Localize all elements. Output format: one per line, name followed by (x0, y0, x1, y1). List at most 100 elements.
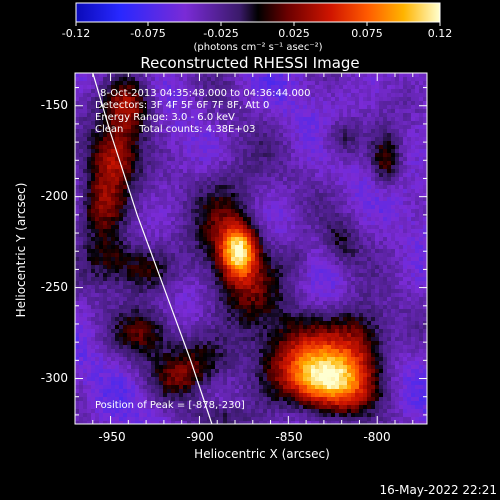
heatmap-cell (195, 81, 200, 86)
heatmap-cell (99, 197, 104, 202)
heatmap-cell (407, 277, 412, 282)
heatmap-cell (187, 73, 192, 78)
heatmap-cell (419, 137, 424, 142)
heatmap-cell (83, 241, 88, 246)
heatmap-cell (275, 105, 280, 110)
heatmap-cell (295, 177, 300, 182)
heatmap-cell (87, 285, 92, 290)
heatmap-cell (419, 213, 424, 218)
heatmap-cell (271, 133, 276, 138)
heatmap-cell (407, 293, 412, 298)
heatmap-cell (199, 81, 204, 86)
heatmap-cell (319, 209, 324, 214)
heatmap-cell (99, 273, 104, 278)
heatmap-cell (251, 177, 256, 182)
heatmap-cell (243, 125, 248, 130)
heatmap-cell (235, 169, 240, 174)
heatmap-cell (315, 161, 320, 166)
heatmap-cell (103, 137, 108, 142)
heatmap-cell (395, 109, 400, 114)
heatmap-cell (119, 173, 124, 178)
heatmap-cell (95, 169, 100, 174)
heatmap-cell (299, 133, 304, 138)
heatmap-cell (263, 77, 268, 82)
heatmap-cell (251, 285, 256, 290)
heatmap-cell (111, 157, 116, 162)
heatmap-cell (171, 245, 176, 250)
heatmap-cell (199, 141, 204, 146)
heatmap-cell (195, 221, 200, 226)
heatmap-cell (135, 113, 140, 118)
heatmap-cell (339, 109, 344, 114)
heatmap-cell (179, 189, 184, 194)
heatmap-cell (343, 89, 348, 94)
heatmap-cell (395, 289, 400, 294)
heatmap-cell (263, 105, 268, 110)
heatmap-cell (359, 105, 364, 110)
heatmap-cell (303, 177, 308, 182)
heatmap-cell (79, 81, 84, 86)
heatmap-cell (275, 153, 280, 158)
heatmap-cell (219, 141, 224, 146)
heatmap-cell (371, 73, 376, 78)
heatmap-cell (159, 145, 164, 150)
heatmap-cell (403, 89, 408, 94)
heatmap-cell (419, 133, 424, 138)
heatmap-cell (255, 169, 260, 174)
heatmap-cell (383, 261, 388, 266)
heatmap-cell (191, 133, 196, 138)
heatmap-cell (419, 153, 424, 158)
heatmap-cell (331, 161, 336, 166)
heatmap-cell (227, 281, 232, 286)
heatmap-cell (415, 277, 420, 282)
heatmap-cell (239, 105, 244, 110)
heatmap-cell (295, 141, 300, 146)
heatmap-cell (383, 113, 388, 118)
heatmap-cell (103, 77, 108, 82)
heatmap-cell (207, 209, 212, 214)
heatmap-cell (227, 221, 232, 226)
heatmap-cell (411, 269, 416, 274)
heatmap-cell (135, 265, 140, 270)
heatmap-cell (207, 193, 212, 198)
heatmap-cell (287, 121, 292, 126)
heatmap-cell (75, 225, 80, 230)
heatmap-cell (263, 273, 268, 278)
heatmap-cell (99, 169, 104, 174)
heatmap-cell (267, 213, 272, 218)
heatmap-cell (191, 137, 196, 142)
heatmap-cell (339, 149, 344, 154)
heatmap-cell (259, 293, 264, 298)
heatmap-cell (287, 217, 292, 222)
heatmap-cell (407, 273, 412, 278)
heatmap-cell (223, 129, 228, 134)
heatmap-cell (307, 89, 312, 94)
heatmap-cell (223, 97, 228, 102)
heatmap-cell (375, 201, 380, 206)
heatmap-cell (187, 213, 192, 218)
heatmap-cell (243, 205, 248, 210)
heatmap-cell (335, 265, 340, 270)
heatmap-cell (299, 293, 304, 298)
heatmap-cell (279, 217, 284, 222)
heatmap-cell (211, 293, 216, 298)
heatmap-cell (215, 141, 220, 146)
heatmap-cell (247, 273, 252, 278)
heatmap-cell (87, 189, 92, 194)
heatmap-cell (115, 105, 120, 110)
heatmap-cell (147, 217, 152, 222)
heatmap-cell (399, 113, 404, 118)
heatmap-cell (111, 85, 116, 90)
heatmap-cell (347, 141, 352, 146)
heatmap-cell (95, 225, 100, 230)
heatmap-cell (307, 273, 312, 278)
heatmap-cell (139, 141, 144, 146)
heatmap-cell (279, 201, 284, 206)
heatmap-cell (299, 105, 304, 110)
heatmap-cell (315, 133, 320, 138)
heatmap-cell (291, 165, 296, 170)
heatmap-cell (135, 205, 140, 210)
heatmap-cell (263, 257, 268, 262)
heatmap-cell (295, 253, 300, 258)
heatmap-cell (335, 225, 340, 230)
